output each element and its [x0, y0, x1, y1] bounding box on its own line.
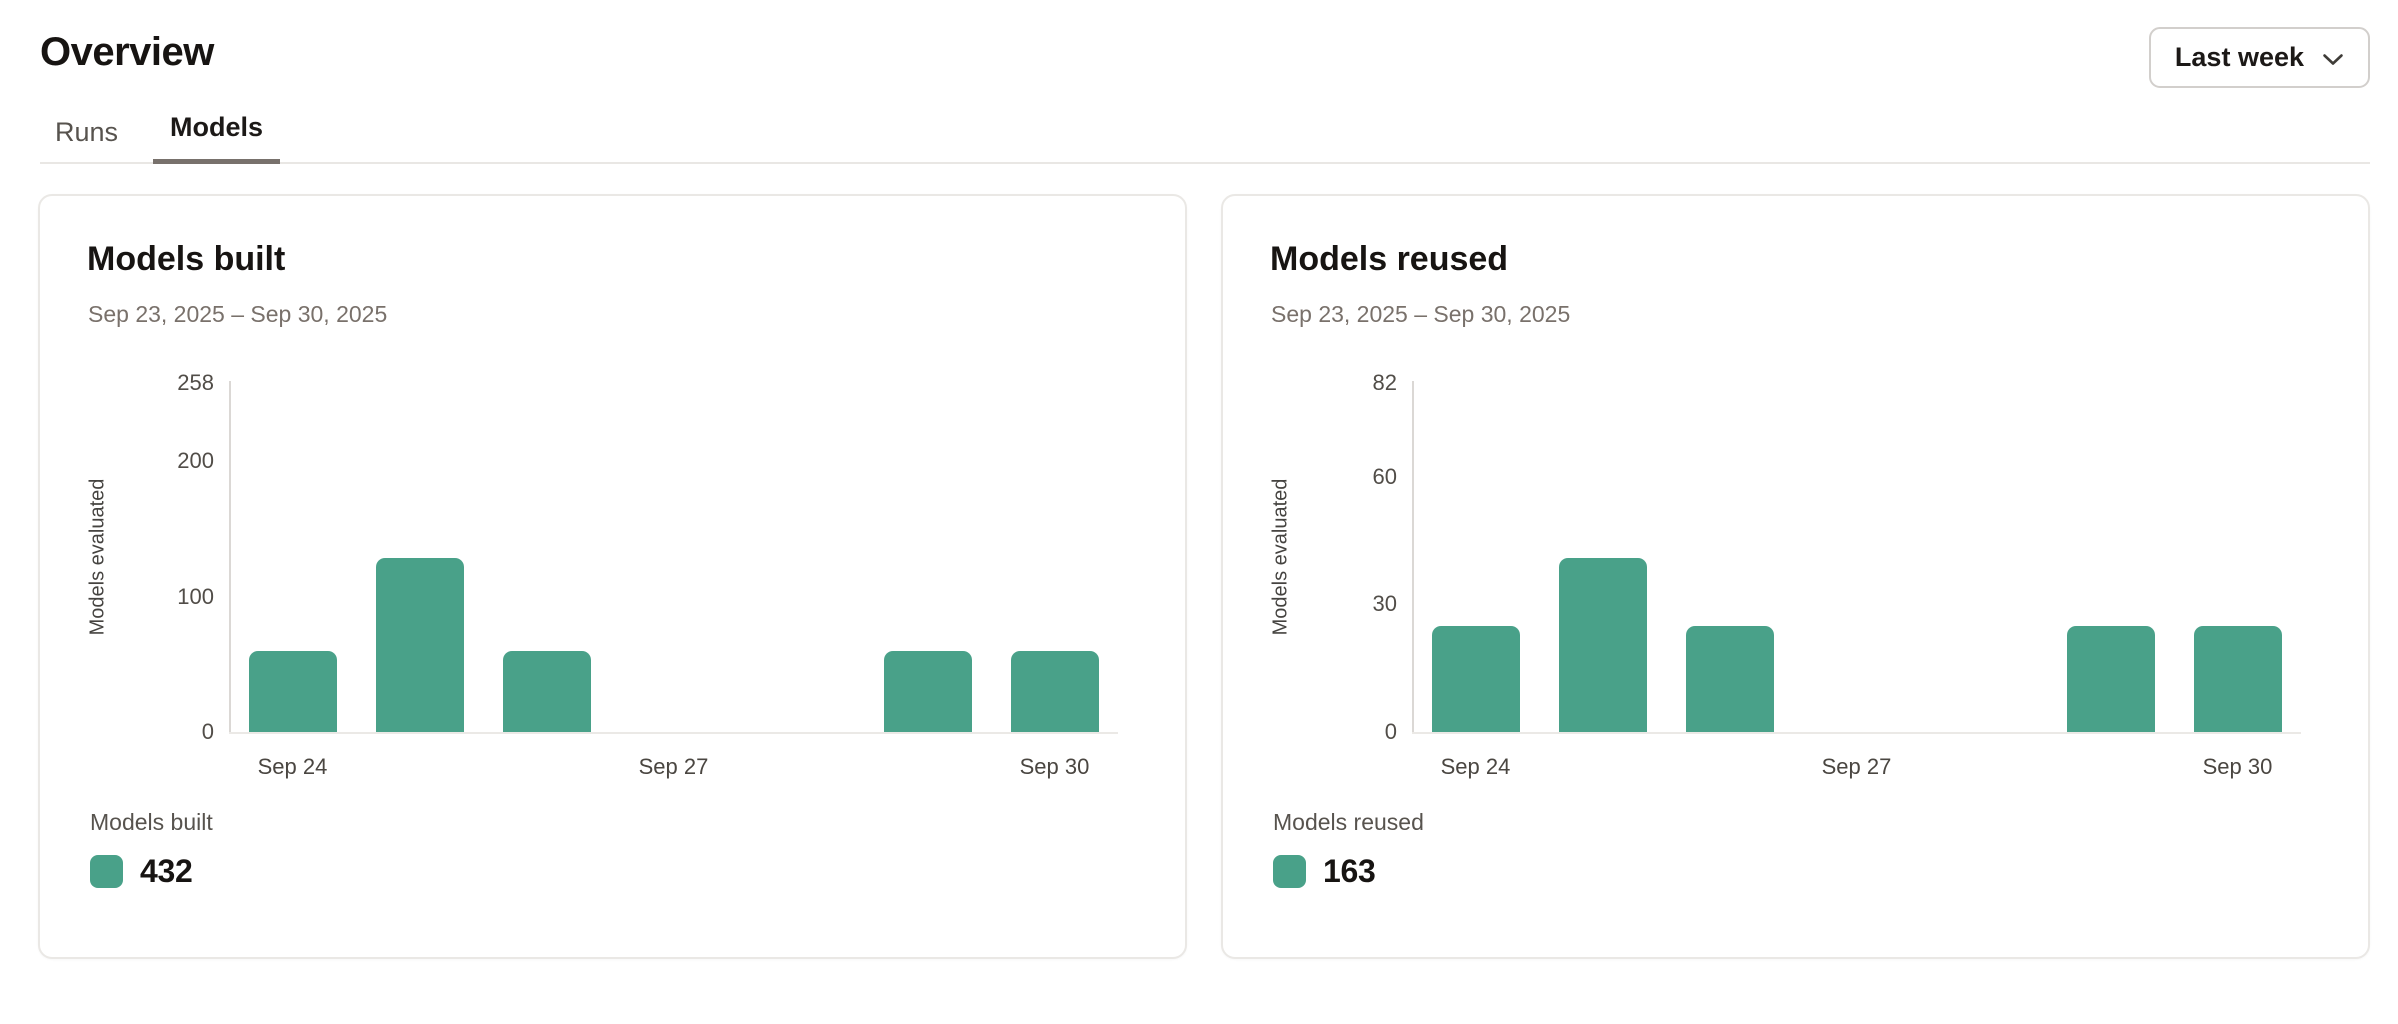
bar-sep-29: [883, 650, 972, 732]
bar-sep-25: [1558, 557, 1647, 732]
y-tick-label: 30: [1372, 591, 1397, 617]
y-axis-line: [1412, 381, 1414, 732]
tab-bar: Runs Models: [40, 112, 2370, 164]
legend-row: 163: [1273, 853, 1376, 890]
y-tick-label: 200: [177, 448, 214, 474]
time-range-label: Last week: [2174, 42, 2304, 72]
y-tick-label: 100: [177, 583, 214, 609]
y-axis-title: Models evaluated: [86, 478, 109, 636]
card-date-range: Sep 23, 2025 – Sep 30, 2025: [1271, 301, 1571, 327]
models-reused-card: Models reused Sep 23, 2025 – Sep 30, 202…: [1221, 194, 2370, 959]
y-tick-label: 82: [1372, 370, 1397, 395]
bar-sep-30: [2193, 625, 2282, 732]
x-axis-line: [1412, 732, 2301, 734]
cards-row: Models built Sep 23, 2025 – Sep 30, 2025…: [38, 194, 2370, 959]
card-title: Models built: [87, 240, 286, 278]
bar-sep-26: [1685, 625, 1774, 732]
models-built-card: Models built Sep 23, 2025 – Sep 30, 2025…: [38, 194, 1187, 959]
legend-total: 432: [140, 853, 193, 889]
bar-sep-29: [2066, 625, 2155, 732]
time-range-selector[interactable]: Last week: [2148, 27, 2370, 88]
bar-sep-26: [502, 650, 591, 732]
card-title: Models reused: [1270, 240, 1509, 278]
bar-sep-24: [1431, 625, 1520, 732]
tab-runs[interactable]: Runs: [55, 117, 119, 147]
y-axis-line: [229, 381, 231, 732]
x-tick-label: Sep 27: [638, 754, 709, 779]
legend-row: 432: [90, 853, 193, 890]
legend-swatch: [1273, 855, 1306, 888]
x-tick-label: Sep 24: [1440, 754, 1511, 779]
page-title: Overview: [40, 30, 214, 74]
legend-total: 163: [1323, 853, 1376, 889]
card-date-range: Sep 23, 2025 – Sep 30, 2025: [88, 301, 388, 327]
x-tick-label: Sep 24: [257, 754, 328, 779]
x-tick-label: Sep 27: [1821, 754, 1892, 779]
top-bar: Overview Last week: [0, 0, 2398, 88]
y-tick-label: 258: [177, 370, 214, 395]
legend-swatch: [90, 855, 123, 888]
models-reused-chart: 0 30 60 82 Sep 24 Sep 27 Sep 30: [1373, 370, 2301, 779]
bar-sep-24: [248, 650, 337, 732]
y-tick-label: 0: [1384, 719, 1397, 744]
tab-models[interactable]: Models: [153, 112, 281, 164]
y-tick-label: 0: [201, 719, 214, 744]
bar-sep-25: [375, 557, 464, 732]
x-tick-label: Sep 30: [1019, 754, 1090, 779]
y-axis-title: Models evaluated: [1269, 478, 1292, 636]
y-tick-label: 60: [1372, 463, 1397, 489]
legend-label: Models built: [90, 809, 213, 835]
x-axis-line: [229, 732, 1118, 734]
x-tick-label: Sep 30: [2202, 754, 2273, 779]
legend-label: Models reused: [1273, 809, 1424, 835]
models-built-chart: 0 100 200 258 Sep 24 Sep 27 Sep 30: [177, 370, 1118, 779]
bar-sep-30: [1010, 650, 1099, 732]
chevron-down-icon: [2323, 53, 2343, 65]
